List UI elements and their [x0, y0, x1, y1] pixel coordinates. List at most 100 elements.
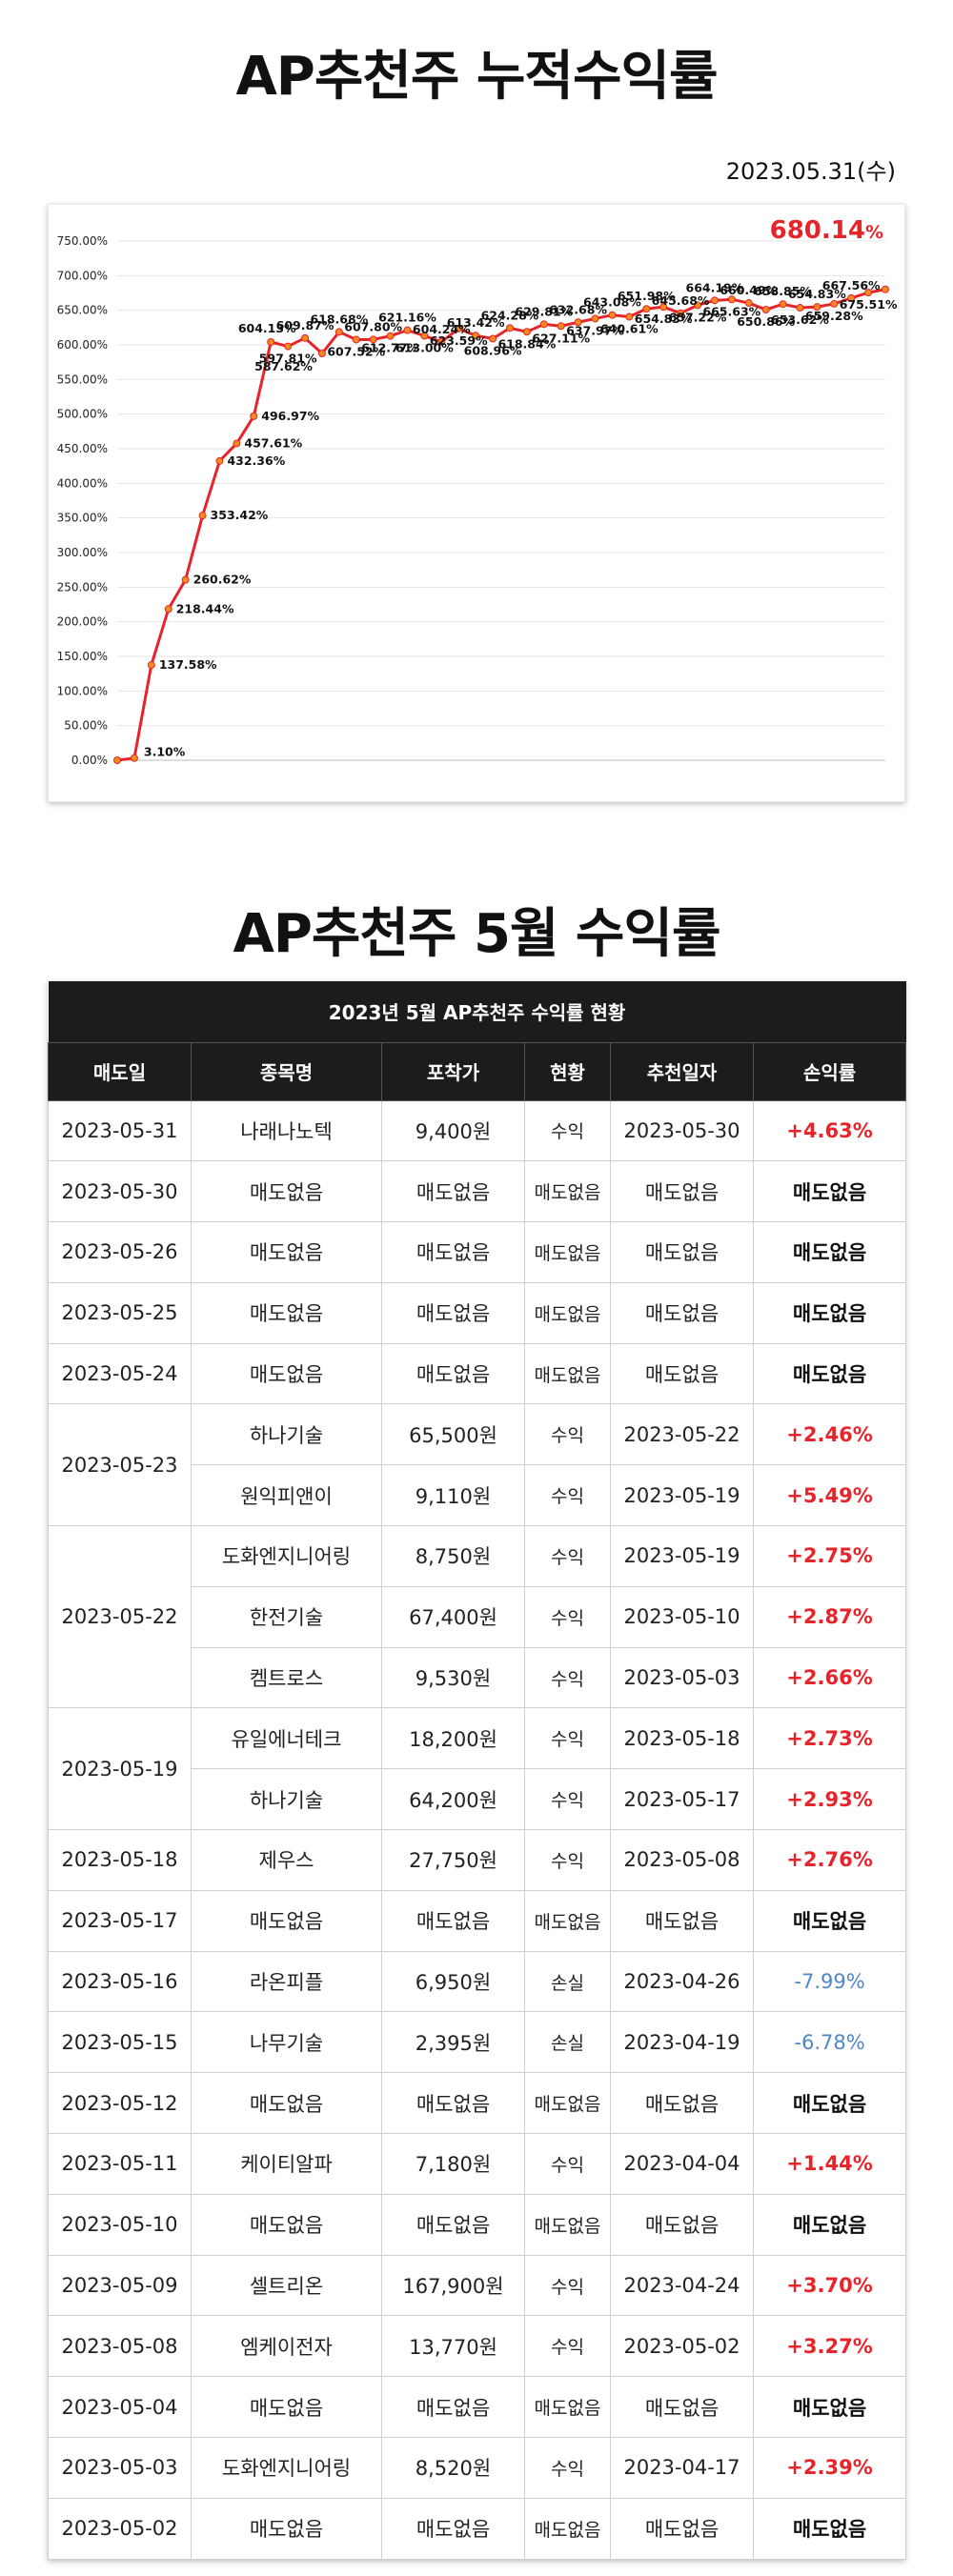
data-point [761, 306, 770, 314]
profit-loss-cell: 매도없음 [752, 2376, 907, 2439]
stock-name-cell: 하나기술 [191, 1768, 382, 1831]
status-cell: 매도없음 [524, 1160, 611, 1223]
profit-loss-cell: +5.49% [752, 1464, 907, 1527]
profit-loss-cell: 매도없음 [752, 1221, 907, 1283]
stock-name-cell: 매도없음 [191, 1889, 382, 1952]
sell-date-cell: 2023-05-31 [48, 1099, 192, 1162]
data-point [864, 289, 873, 297]
stock-name-cell: 매도없음 [191, 2497, 382, 2560]
stock-name-cell: 엠케이전자 [191, 2315, 382, 2378]
sell-date-cell: 2023-05-10 [48, 2193, 192, 2256]
profit-loss-cell: +1.44% [752, 2133, 907, 2195]
data-point [693, 301, 701, 310]
status-cell: 수익 [524, 1464, 611, 1527]
profit-loss-cell: +2.93% [752, 1768, 907, 1831]
data-label: 218.44% [176, 601, 234, 615]
y-tick-label: 250.00% [57, 580, 108, 594]
data-label: 353.42% [211, 508, 269, 522]
data-point [882, 285, 889, 293]
data-point [352, 335, 360, 344]
y-tick-label: 0.00% [71, 754, 108, 767]
profit-loss-cell: +2.75% [752, 1525, 907, 1587]
data-point [710, 296, 719, 305]
table-row: 2023-05-18 제우스 27,750원 수익 2023-05-08 +2.76% [48, 1829, 907, 1891]
data-label: 618.68% [310, 312, 368, 326]
profit-loss-cell: +2.46% [752, 1403, 907, 1466]
table-row: 2023-05-12 매도없음 매도없음 매도없음 매도없음 매도없음 [48, 2072, 907, 2135]
capture-price-cell: 9,530원 [381, 1646, 525, 1709]
stock-name-cell: 매도없음 [191, 1221, 382, 1283]
data-label: 613.42% [447, 315, 505, 330]
table-row: 2023-05-02 매도없음 매도없음 매도없음 매도없음 매도없음 [48, 2497, 907, 2560]
data-label: 659.28% [805, 309, 863, 323]
data-label: 618.84% [497, 336, 556, 351]
recommend-date-cell: 2023-05-19 [610, 1525, 754, 1587]
table-row: 2023-05-19 유일에너테크 18,200원 수익 2023-05-18 +2.73… [48, 1707, 907, 1831]
stock-name-cell: 매도없음 [191, 2072, 382, 2135]
data-point [659, 303, 668, 312]
capture-price-cell: 27,750원 [381, 1829, 525, 1891]
status-cell: 매도없음 [524, 2193, 611, 2256]
sell-date-cell: 2023-05-26 [48, 1221, 192, 1283]
data-label: 667.56% [822, 278, 881, 292]
sell-date-cell: 2023-05-18 [48, 1829, 192, 1891]
data-point [233, 439, 241, 448]
recommend-date-cell: 2023-05-19 [610, 1464, 754, 1527]
profit-loss-cell: 매도없음 [752, 1160, 907, 1223]
table-row: 2023-05-09 셀트리온 167,900원 수익 2023-04-24 +3.70% [48, 2254, 907, 2317]
data-label: 624.28% [481, 308, 539, 322]
status-cell: 수익 [524, 1829, 611, 1891]
stock-name-cell: 나래나노텍 [191, 1099, 382, 1162]
capture-price-cell: 매도없음 [381, 2497, 525, 2560]
data-point [796, 304, 804, 312]
sell-date-cell: 2023-05-02 [48, 2497, 192, 2560]
profit-loss-cell: -6.78% [752, 2011, 907, 2074]
data-point [813, 303, 821, 312]
profit-loss-cell: 매도없음 [752, 2497, 907, 2560]
profit-loss-cell: +3.70% [752, 2254, 907, 2317]
recommend-date-cell: 2023-05-30 [610, 1099, 754, 1162]
stock-name-cell: 하나기술 [191, 1403, 382, 1466]
table-row: 2023-05-22 도화엔지니어링 8,750원 수익 2023-05-19 +2.75… [48, 1525, 907, 1709]
profit-loss-cell: +3.27% [752, 2315, 907, 2378]
status-cell: 수익 [524, 1646, 611, 1709]
stock-name-cell: 매도없음 [191, 1281, 382, 1344]
data-label: 665.63% [702, 304, 760, 318]
recommend-date-cell: 매도없음 [610, 2072, 754, 2135]
data-point [677, 309, 685, 317]
recommend-date-cell: 매도없음 [610, 1342, 754, 1405]
data-point [181, 575, 190, 584]
status-cell: 매도없음 [524, 2497, 611, 2560]
y-tick-label: 650.00% [57, 304, 108, 317]
sell-date-cell: 2023-05-15 [48, 2011, 192, 2074]
table-row: 2023-05-26 매도없음 매도없음 매도없음 매도없음 매도없음 [48, 1221, 907, 1283]
status-cell: 매도없음 [524, 2072, 611, 2135]
y-tick-label: 700.00% [57, 269, 108, 282]
y-tick-label: 150.00% [57, 650, 108, 663]
stock-name-cell: 원익피앤이 [191, 1464, 382, 1527]
data-label: 607.80% [344, 319, 402, 333]
stock-name-cell: 케이티알파 [191, 2133, 382, 2195]
status-cell: 매도없음 [524, 1281, 611, 1344]
data-label: 627.11% [532, 331, 590, 345]
data-label: 637.97% [566, 323, 624, 337]
data-label: 608.96% [464, 343, 522, 357]
data-label: 645.68% [652, 293, 710, 308]
profit-loss-cell: +2.39% [752, 2437, 907, 2499]
data-point [130, 754, 138, 762]
data-label: 597.81% [259, 352, 317, 366]
page-title: AP추천주 누적수익률 [235, 46, 718, 108]
data-point [472, 332, 480, 340]
data-point [522, 328, 531, 336]
status-cell: 손실 [524, 2011, 611, 2074]
y-tick-label: 350.00% [57, 512, 108, 525]
recommend-date-cell: 매도없음 [610, 2376, 754, 2439]
data-point [539, 320, 548, 329]
data-label: 621.16% [378, 311, 436, 325]
data-label: 650.86% [737, 314, 795, 329]
data-point [250, 412, 258, 420]
profit-loss-cell: 매도없음 [752, 1889, 907, 1952]
data-label: 629.81% [515, 304, 573, 318]
data-label: 137.58% [159, 657, 217, 672]
series-line [116, 288, 886, 762]
